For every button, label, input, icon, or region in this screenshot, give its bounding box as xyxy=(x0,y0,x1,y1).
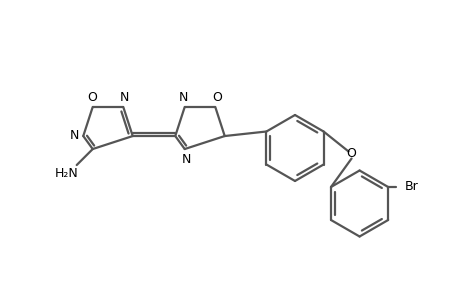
Text: O: O xyxy=(87,92,96,104)
Text: N: N xyxy=(179,92,188,104)
Text: N: N xyxy=(69,128,79,142)
Text: N: N xyxy=(119,92,129,104)
Text: O: O xyxy=(212,92,222,104)
Text: O: O xyxy=(346,147,356,160)
Text: Br: Br xyxy=(404,181,418,194)
Text: H₂N: H₂N xyxy=(55,167,78,179)
Text: N: N xyxy=(182,152,191,166)
